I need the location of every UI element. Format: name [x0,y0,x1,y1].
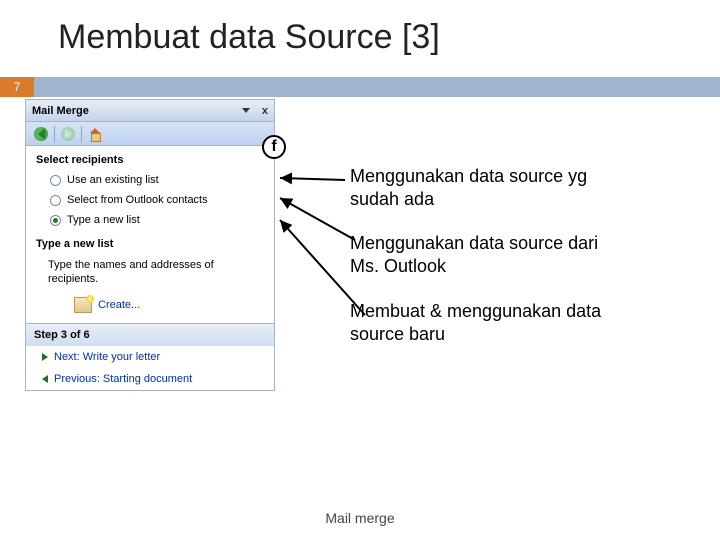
section-heading-type-new-list: Type a new list [26,230,274,254]
panel-toolbar [26,122,274,146]
toolbar-separator [54,126,55,142]
back-button[interactable] [32,125,50,143]
close-icon[interactable]: x [262,105,268,117]
create-link[interactable]: Create... [26,295,274,323]
radio-type-new-list[interactable]: Type a new list [26,210,274,230]
nav-next-label: Next: Write your letter [54,351,160,363]
annotation-text-1: Menggunakan data source yg sudah ada [350,165,610,210]
step-indicator: Step 3 of 6 [26,323,274,346]
arrow-next-icon [42,353,48,361]
forward-button[interactable] [59,125,77,143]
create-icon [74,297,92,313]
home-button[interactable] [86,125,104,143]
annotation-text-3: Membuat & menggunakan data source baru [350,300,610,345]
nav-next[interactable]: Next: Write your letter [26,346,274,368]
slide-title: Membuat data Source [3] [58,18,440,57]
radio-icon [50,195,61,206]
radio-icon [50,215,61,226]
arrow-prev-icon [42,375,48,383]
annotation-text-2: Menggunakan data source dari Ms. Outlook [350,232,610,277]
section-heading-select-recipients: Select recipients [26,146,274,170]
toolbar-separator [81,126,82,142]
radio-outlook-contacts[interactable]: Select from Outlook contacts [26,190,274,210]
nav-prev-label: Previous: Starting document [54,373,192,385]
dropdown-icon[interactable] [242,108,250,113]
radio-label: Use an existing list [67,174,159,186]
create-label: Create... [98,299,140,311]
radio-label: Select from Outlook contacts [67,194,208,206]
radio-existing-list[interactable]: Use an existing list [26,170,274,190]
mail-merge-panel: Mail Merge x Select recipients Use an ex… [25,99,275,391]
panel-title: Mail Merge [32,105,89,117]
slide-footer: Mail merge [325,510,394,526]
page-number-badge: 7 [0,77,34,97]
annotation-marker: f [262,135,286,159]
nav-prev[interactable]: Previous: Starting document [26,368,274,390]
home-icon [88,128,102,140]
radio-label: Type a new list [67,214,140,226]
header-bar [34,77,720,97]
radio-icon [50,175,61,186]
type-new-list-description: Type the names and addresses of recipien… [26,254,274,295]
panel-titlebar: Mail Merge x [26,100,274,122]
